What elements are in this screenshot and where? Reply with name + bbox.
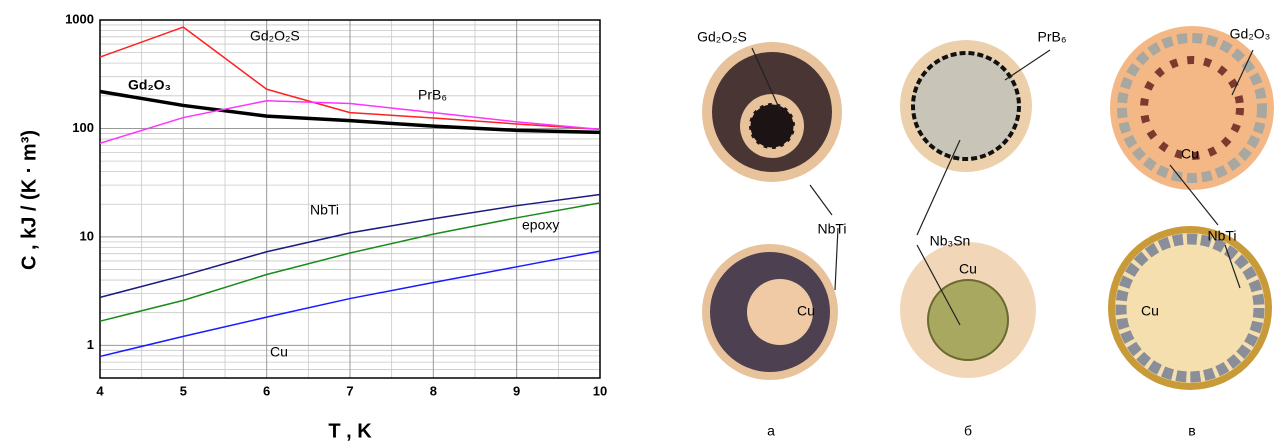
- series-label: NbTi: [310, 202, 339, 218]
- panel-label: б: [964, 423, 972, 439]
- photo-label: Nb₃Sn: [930, 233, 971, 249]
- photo-label: NbTi: [1207, 228, 1236, 244]
- photo-label: NbTi: [817, 221, 846, 237]
- series-label: PrB₆: [418, 87, 447, 103]
- y-axis-label: C , kJ / (K · m³): [18, 130, 40, 270]
- y-tick-label: 100: [72, 120, 94, 135]
- nb3sn-core: [928, 280, 1008, 360]
- y-tick-label: 10: [80, 228, 94, 243]
- x-tick-label: 10: [593, 383, 607, 398]
- section-c-top: [1110, 26, 1274, 190]
- photo-label: Cu: [959, 261, 977, 277]
- gd2o2s-core: [749, 103, 795, 149]
- photo-label: PrB₆: [1038, 29, 1067, 45]
- panel-label: а: [767, 423, 775, 439]
- x-tick-label: 9: [513, 383, 520, 398]
- prb6-ring: [913, 53, 1019, 159]
- panel-label: в: [1188, 423, 1195, 439]
- figure: T , K C , kJ / (K · m³) Gd₂O₂S PrB₆ Gd₂O…: [0, 0, 1282, 443]
- photo-label: Cu: [1141, 303, 1159, 319]
- x-tick-label: 6: [263, 383, 270, 398]
- photo-label: Gd₂O₃: [1230, 26, 1271, 42]
- x-axis-label: T , K: [328, 420, 372, 442]
- x-tick-label: 8: [430, 383, 437, 398]
- x-tick-label: 4: [96, 383, 104, 398]
- photo-label: Cu: [1181, 146, 1199, 162]
- series-label: epoxy: [522, 217, 559, 233]
- y-tick-label: 1: [87, 337, 94, 352]
- photo-label: Gd₂O₂S: [697, 29, 747, 45]
- photo-label: Cu: [797, 303, 815, 319]
- series-label: Gd₂O₃: [128, 77, 171, 93]
- x-tick-label: 7: [346, 383, 353, 398]
- series-label: Gd₂O₂S: [250, 28, 300, 44]
- photos: [702, 26, 1274, 390]
- y-tick-label: 1000: [65, 11, 94, 26]
- series-label: Cu: [270, 344, 288, 360]
- x-tick-label: 5: [180, 383, 187, 398]
